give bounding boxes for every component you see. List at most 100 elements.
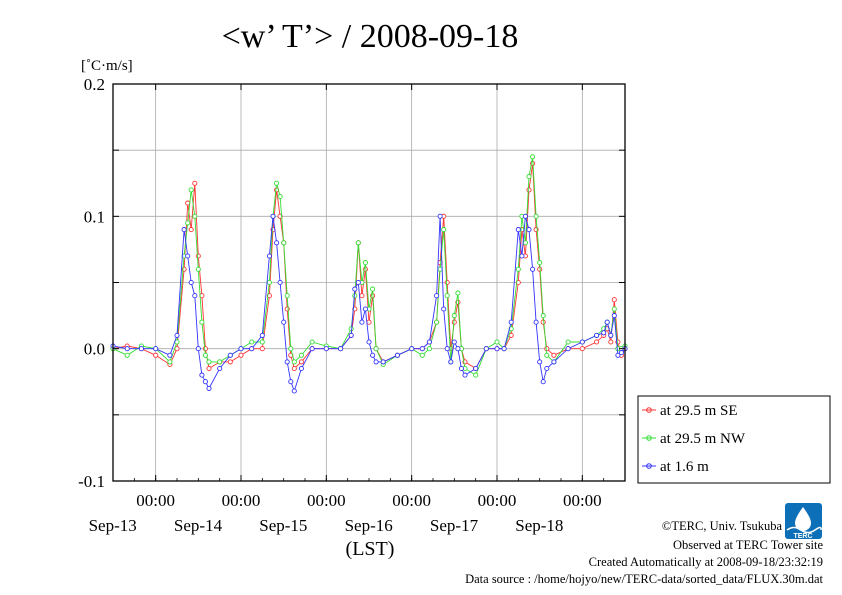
data-point [434, 293, 440, 299]
data-point [611, 313, 617, 319]
data-point [188, 227, 194, 233]
data-point [153, 352, 159, 358]
data-point [455, 346, 461, 352]
data-point [426, 339, 432, 345]
data-point [266, 253, 272, 259]
legend-label-1-6m: at 1.6 m [660, 459, 709, 475]
data-point [185, 253, 191, 259]
y-tick-label: 0.0 [84, 340, 105, 359]
series-line-0 [112, 163, 626, 370]
data-point [444, 279, 450, 286]
data-point [551, 352, 557, 358]
data-point [608, 332, 614, 338]
x-tick-date-label: Sep-18 [515, 516, 563, 535]
legend-marker-se [646, 407, 652, 413]
data-point [441, 227, 447, 233]
y-unit-label: [˚C·m/s] [81, 58, 133, 74]
data-point [199, 319, 205, 325]
data-point [483, 346, 489, 352]
data-point [338, 346, 344, 352]
x-tick-time-label: 00:00 [136, 491, 175, 510]
data-point [359, 319, 365, 325]
data-point [181, 227, 187, 233]
data-point [238, 346, 244, 352]
data-point [608, 339, 614, 345]
data-point [540, 313, 546, 319]
data-point [366, 319, 372, 325]
data-point [611, 306, 617, 312]
data-point [455, 290, 461, 296]
plot-series [110, 154, 628, 394]
data-point [192, 293, 198, 299]
data-point [448, 359, 454, 365]
data-point [192, 213, 198, 219]
data-point [227, 352, 233, 358]
data-point [217, 359, 223, 365]
data-point [530, 154, 536, 160]
data-point [284, 293, 290, 299]
credit-source: Data source : /home/hojyo/new/TERC-data/… [465, 572, 823, 586]
data-point [153, 346, 159, 352]
data-point [259, 346, 265, 352]
data-point [359, 293, 365, 299]
data-point [611, 297, 617, 303]
legend: at 29.5 m SE at 29.5 m NW at 1.6 m [637, 395, 831, 484]
data-point [522, 213, 528, 219]
x-tick-time-label: 00:00 [563, 491, 602, 510]
data-point [419, 346, 425, 352]
data-point [579, 339, 585, 345]
water-drop-icon [795, 507, 811, 531]
data-point [437, 213, 443, 219]
data-point [323, 346, 329, 352]
x-tick-date-label: Sep-14 [174, 516, 223, 535]
data-point [494, 346, 500, 352]
data-point [291, 388, 297, 394]
y-tick-label: -0.1 [78, 472, 105, 491]
data-point [124, 352, 130, 358]
data-point [288, 346, 294, 352]
legend-label-se: at 29.5 m SE [660, 403, 738, 419]
data-point [540, 319, 546, 325]
data-point [366, 339, 372, 345]
data-point [618, 350, 624, 356]
x-tick-date-label: Sep-17 [430, 516, 479, 535]
data-point [519, 253, 525, 259]
data-point [441, 306, 447, 312]
data-point [238, 352, 244, 358]
data-point [533, 213, 539, 219]
data-point [537, 260, 543, 266]
data-point [373, 346, 379, 352]
data-point [594, 332, 600, 338]
data-point [195, 346, 201, 352]
data-point [217, 365, 223, 372]
data-point [227, 359, 233, 365]
legend-item-1-6m: at 1.6 m [642, 459, 709, 475]
data-point [370, 352, 376, 358]
data-point [419, 352, 425, 358]
data-point [522, 240, 528, 246]
data-point [206, 359, 212, 365]
credit-copyright: ©TERC, Univ. Tsukuba [662, 519, 783, 533]
data-point [206, 385, 212, 391]
data-point [195, 266, 201, 272]
data-point [249, 339, 255, 345]
data-point [309, 339, 315, 345]
x-tick-time-label: 00:00 [392, 491, 431, 510]
x-tick-time-label: 00:00 [478, 491, 517, 510]
data-point [380, 359, 386, 365]
data-point [174, 332, 180, 338]
data-point [362, 260, 368, 266]
data-point [473, 372, 479, 378]
data-point [604, 319, 610, 325]
data-point [291, 359, 297, 365]
legend-item-nw: at 29.5 m NW [642, 431, 746, 447]
legend-label-nw: at 29.5 m NW [660, 431, 746, 447]
data-point [370, 286, 376, 292]
x-tick-date-label: Sep-16 [345, 516, 393, 535]
data-point [185, 220, 191, 226]
data-point [284, 359, 290, 365]
data-point [362, 306, 368, 312]
data-point [473, 365, 479, 372]
legend-marker-1-6m [646, 463, 652, 469]
data-point [451, 313, 457, 319]
